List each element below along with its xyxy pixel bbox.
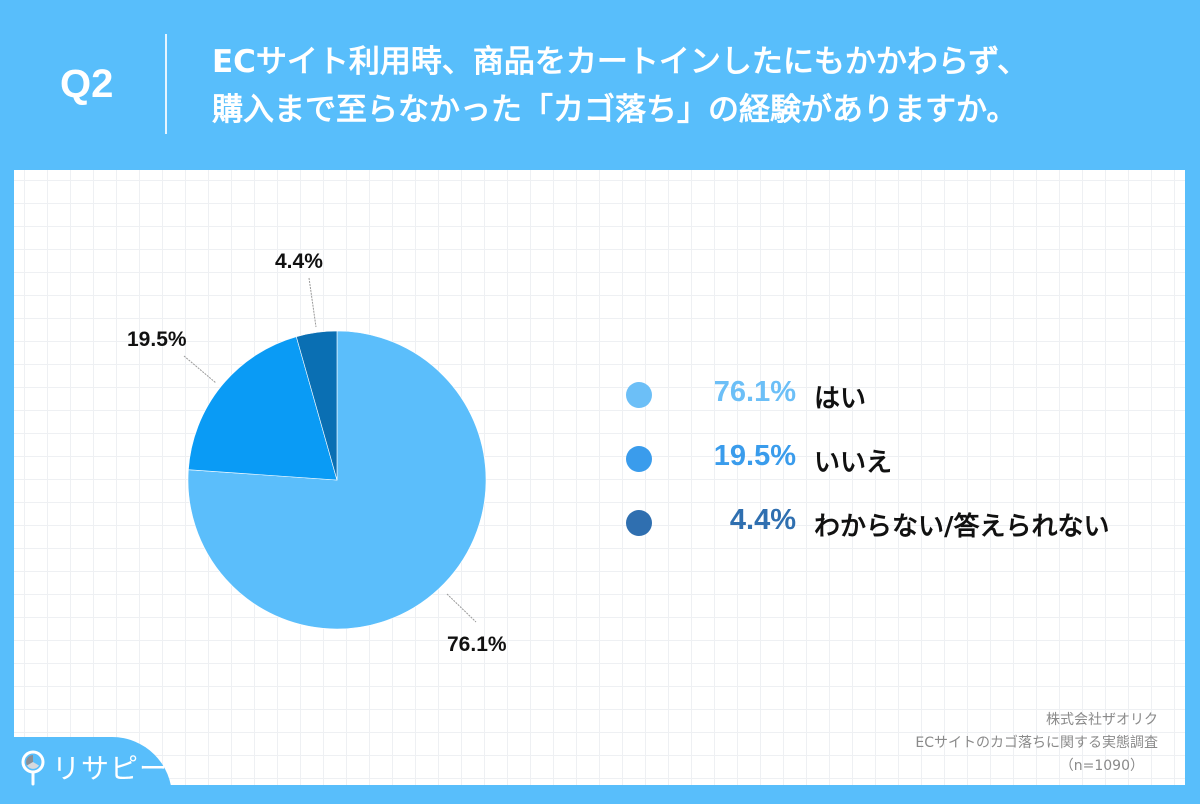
source-survey: ECサイトのカゴ落ちに関する実態調査: [915, 735, 1158, 751]
legend-item-unknown: 4.4% わからない/答えられない: [626, 502, 1186, 542]
chart-panel: [14, 170, 1185, 785]
title-line-2: 購入まで至らなかった「カゴ落ち」の経験がありますか。: [212, 92, 1018, 128]
legend-dot-icon: [626, 382, 652, 408]
legend-item-no: 19.5% いいえ: [626, 438, 1186, 478]
legend-percent: 19.5%: [713, 440, 796, 472]
legend-percent: 76.1%: [713, 376, 796, 408]
legend-dot-icon: [626, 446, 652, 472]
header-divider: [165, 34, 167, 134]
legend-label: わからない/答えられない: [814, 512, 1110, 542]
question-title: ECサイト利用時、商品をカートインしたにもかかわらず、 購入まで至らなかった「カ…: [212, 38, 1172, 134]
source-note: 株式会社ザオリク ECサイトのカゴ落ちに関する実態調査 （n=1090）: [915, 709, 1158, 778]
legend-label: いいえ: [814, 448, 893, 478]
source-company: 株式会社ザオリク: [1046, 712, 1158, 728]
legend-dot-icon: [626, 510, 652, 536]
title-line-1: ECサイト利用時、商品をカートインしたにもかかわらず、: [212, 44, 1029, 80]
brand-name: リサピー: [52, 752, 169, 785]
source-sample: （n=1090）: [1059, 758, 1144, 774]
legend-label: はい: [814, 384, 867, 414]
brand-logo: リサピー: [0, 737, 172, 800]
question-number: Q2: [60, 62, 114, 106]
magnifier-pie-icon: [21, 750, 45, 786]
legend-item-yes: 76.1% はい: [626, 374, 1186, 414]
header: Q2 ECサイト利用時、商品をカートインしたにもかかわらず、 購入まで至らなかっ…: [0, 0, 1200, 170]
legend-percent: 4.4%: [729, 504, 796, 536]
